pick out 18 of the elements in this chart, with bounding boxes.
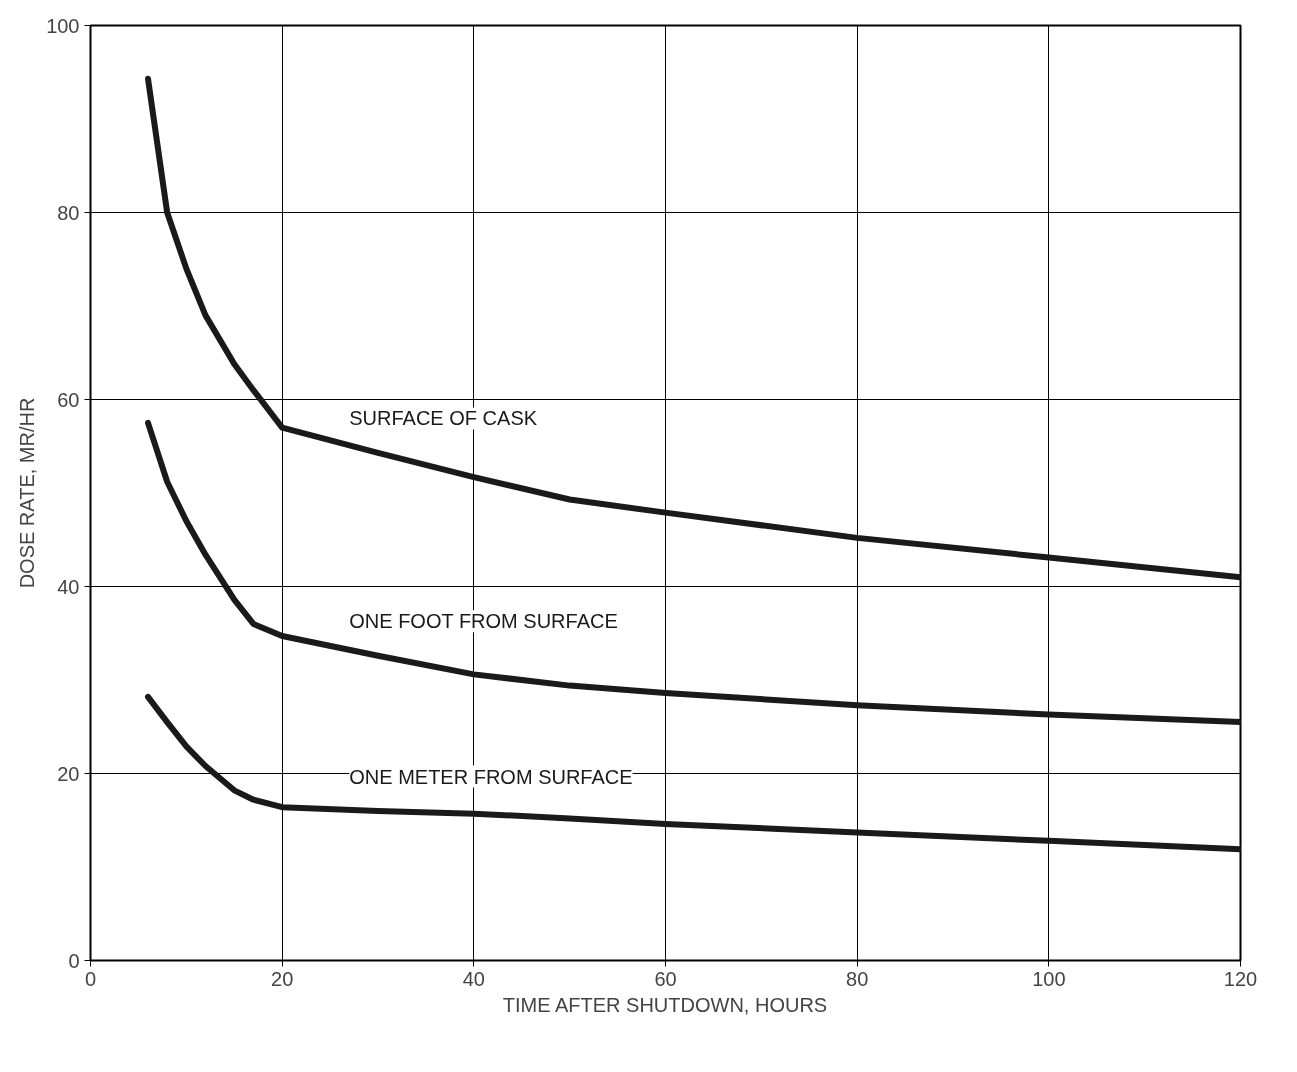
y-tick-label: 20 <box>57 762 80 785</box>
y-tick-label: 80 <box>57 201 80 224</box>
x-tick-label: 40 <box>462 967 485 990</box>
x-tick-label: 60 <box>654 967 677 990</box>
y-tick-label: 60 <box>57 388 80 411</box>
x-tick-label: 20 <box>271 967 294 990</box>
series-label: SURFACE OF CASK <box>349 407 538 430</box>
series-label: ONE METER FROM SURFACE <box>349 765 633 788</box>
x-tick-label: 100 <box>1032 967 1066 990</box>
y-tick-label: 100 <box>46 14 80 37</box>
x-tick-label: 120 <box>1223 967 1258 990</box>
x-tick-label: 80 <box>846 967 869 990</box>
x-tick-label: 0 <box>84 967 97 990</box>
x-axis-title: TIME AFTER SHUTDOWN, HOURS <box>502 993 828 1016</box>
y-tick-label: 0 <box>68 949 80 972</box>
series-label: ONE FOOT FROM SURFACE <box>349 610 618 633</box>
y-axis-title: DOSE RATE, MR/HR <box>16 397 39 589</box>
y-tick-label: 40 <box>57 575 80 598</box>
